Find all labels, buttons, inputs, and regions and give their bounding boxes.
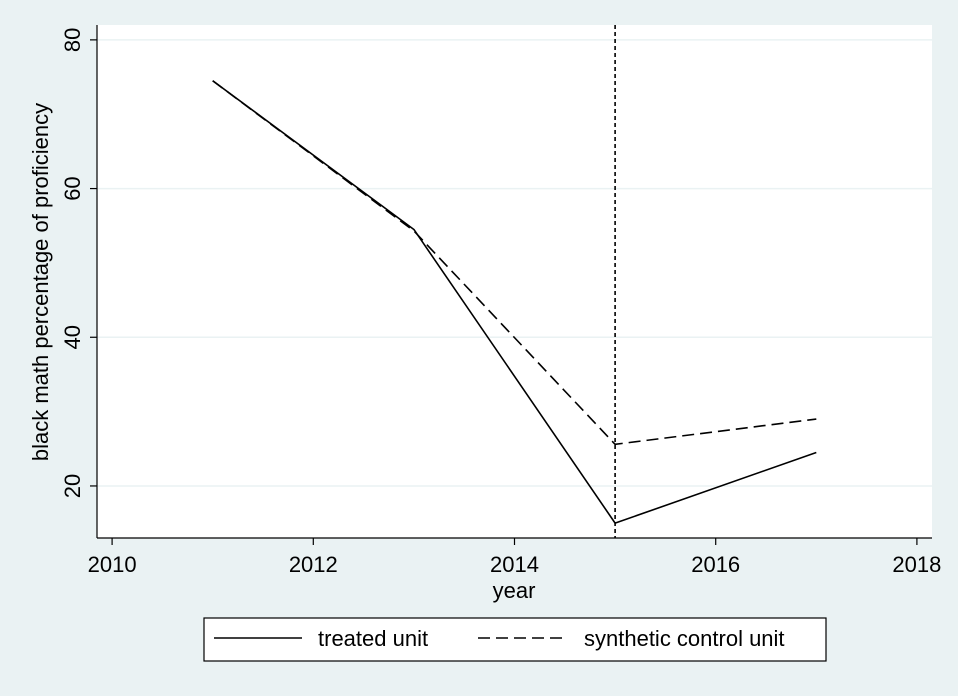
x-tick-label: 2012 (289, 552, 338, 577)
y-tick-label: 80 (60, 28, 85, 52)
legend-box (203, 617, 827, 662)
y-ticks: 20 40 60 80 (60, 28, 97, 498)
x-axis-title: year (493, 578, 536, 603)
treated-unit-line (212, 80, 817, 524)
x-tick-label: 2016 (691, 552, 740, 577)
grid-lines (97, 39, 932, 487)
x-tick-label: 2010 (88, 552, 137, 577)
y-axis-title: black math percentage of proficiency (28, 103, 53, 461)
plot-area (97, 25, 932, 538)
y-tick-label: 60 (60, 176, 85, 200)
legend-label: treated unit (318, 626, 428, 651)
legend: treated unit synthetic control unit (203, 617, 827, 662)
legend-label: synthetic control unit (584, 626, 785, 651)
series-lines (212, 80, 817, 524)
y-tick-label: 20 (60, 474, 85, 498)
y-tick-label: 40 (60, 325, 85, 349)
x-tick-label: 2018 (892, 552, 941, 577)
x-ticks: 2010 2012 2014 2016 2018 (88, 538, 941, 577)
synthetic-control-line (212, 80, 817, 446)
x-tick-label: 2014 (490, 552, 539, 577)
